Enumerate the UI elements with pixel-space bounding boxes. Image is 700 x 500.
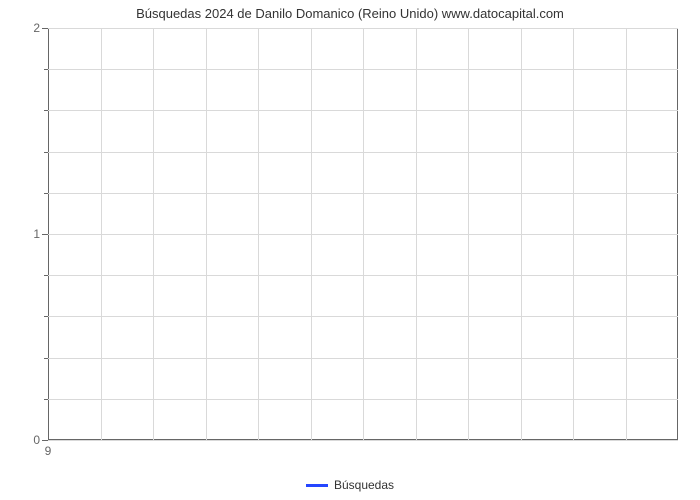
gridline-horizontal xyxy=(48,234,678,235)
y-axis-minor-tick-mark xyxy=(44,316,48,317)
plot-area xyxy=(48,28,678,440)
y-axis-minor-tick-mark xyxy=(44,69,48,70)
legend-label: Búsquedas xyxy=(334,478,394,492)
gridline-horizontal xyxy=(48,69,678,70)
y-axis-tick-label: 2 xyxy=(33,21,40,35)
y-axis-tick-label: 0 xyxy=(33,433,40,447)
gridline-horizontal xyxy=(48,440,678,441)
y-axis-minor-tick-mark xyxy=(44,275,48,276)
gridline-horizontal xyxy=(48,152,678,153)
legend-swatch xyxy=(306,484,328,487)
x-axis-tick-label: 9 xyxy=(45,444,52,458)
y-axis-minor-tick-mark xyxy=(44,152,48,153)
y-axis-minor-tick-mark xyxy=(44,193,48,194)
y-axis-tick-mark xyxy=(42,234,48,235)
gridline-horizontal xyxy=(48,358,678,359)
y-axis-tick-mark xyxy=(42,28,48,29)
chart-container: Búsquedas 2024 de Danilo Domanico (Reino… xyxy=(0,0,700,500)
y-axis-minor-tick-mark xyxy=(44,399,48,400)
y-axis-minor-tick-mark xyxy=(44,358,48,359)
y-axis-tick-label: 1 xyxy=(33,227,40,241)
chart-title: Búsquedas 2024 de Danilo Domanico (Reino… xyxy=(0,6,700,21)
legend: Búsquedas xyxy=(0,478,700,492)
y-axis-minor-tick-mark xyxy=(44,110,48,111)
gridline-horizontal xyxy=(48,28,678,29)
gridline-horizontal xyxy=(48,399,678,400)
y-axis-tick-mark xyxy=(42,440,48,441)
gridline-horizontal xyxy=(48,316,678,317)
gridline-horizontal xyxy=(48,275,678,276)
gridline-horizontal xyxy=(48,193,678,194)
gridline-horizontal xyxy=(48,110,678,111)
